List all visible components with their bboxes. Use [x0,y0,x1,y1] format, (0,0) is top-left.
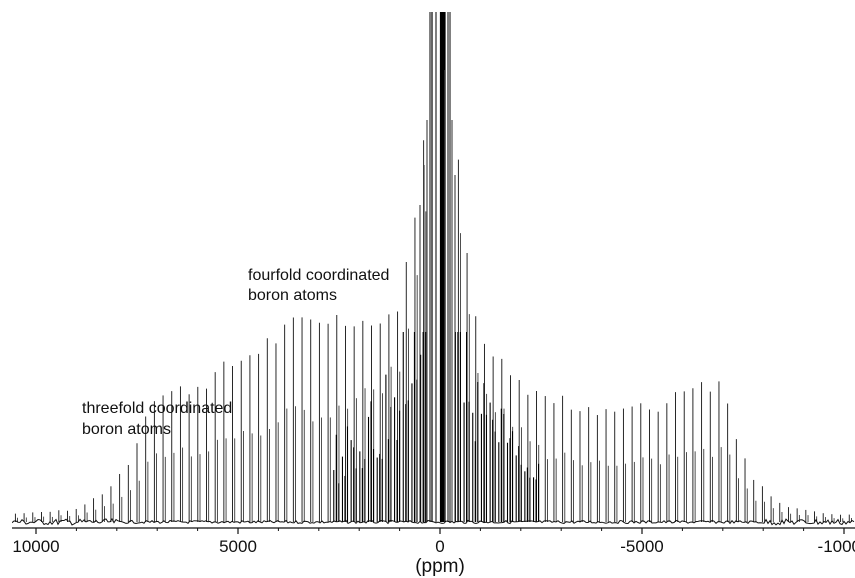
spectrum-sidebands [14,140,852,522]
x-tick-label: 10000 [12,537,59,556]
annotation-threefold-line1: threefold coordinated [82,400,232,417]
spectrum-baseline [12,518,855,526]
x-tick-label: 0 [435,537,444,556]
annotation-threefold-line2: boron atoms [82,421,171,438]
annotation-fourfold-line1: fourfold coordinated [248,267,389,284]
x-tick-label: -10000 [818,537,855,556]
x-tick-label: 5000 [219,537,257,556]
x-axis-label: (ppm) [415,556,465,577]
x-axis-ticks [35,528,845,534]
spectrum-center-band [419,12,456,522]
annotation-fourfold-line2: boron atoms [248,287,337,304]
x-tick-label: -5000 [620,537,663,556]
baseline-noise [12,518,855,526]
